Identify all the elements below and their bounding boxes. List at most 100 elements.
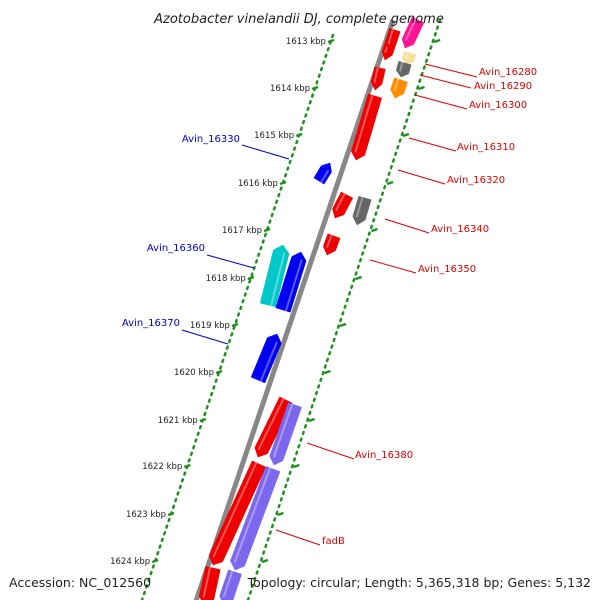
tick-mark <box>418 85 425 91</box>
reverse-leader-line <box>408 137 457 152</box>
gene-arrow-highlight <box>212 462 258 558</box>
reverse-gene-arrow[interactable] <box>402 51 417 65</box>
forward-leader-line <box>206 254 255 269</box>
accession-text: Accession: NC_012560 <box>9 575 151 590</box>
reverse-gene-label[interactable]: Avin_16320 <box>447 175 505 186</box>
gene-arrow-highlight <box>222 570 234 598</box>
tick-mark <box>151 558 159 564</box>
gene-arrow-highlight <box>398 62 404 72</box>
reverse-leader-line <box>419 74 472 89</box>
forward-gene-label[interactable]: Avin_16330 <box>182 134 240 145</box>
reverse-gene-label[interactable]: Avin_16280 <box>479 67 537 78</box>
forward-gene-arrow[interactable] <box>250 333 282 384</box>
tick-mark <box>311 85 319 91</box>
kbp-tick-label: 1621 kbp <box>158 416 198 426</box>
gene-arrow-highlight <box>257 398 285 450</box>
reverse-gene-arrow[interactable] <box>390 77 408 99</box>
kbp-tick-label: 1619 kbp <box>190 321 230 331</box>
label-leader-lines <box>181 63 478 546</box>
forward-leader-line <box>181 329 229 345</box>
reverse-gene-label[interactable]: Avin_16310 <box>457 142 515 153</box>
reverse-gene-arrow[interactable] <box>370 66 386 91</box>
gene-arrow-highlight <box>270 252 286 307</box>
tick-mark <box>308 417 315 423</box>
reverse-gene-arrow[interactable] <box>385 33 398 51</box>
tick-mark <box>215 369 223 375</box>
tick-mark <box>277 511 284 517</box>
gene-arrow-highlight <box>272 403 294 458</box>
gene-features <box>198 16 425 600</box>
reverse-gene-arrow[interactable] <box>208 460 267 566</box>
tick-mark <box>324 369 331 375</box>
reverse-leader-line <box>414 94 468 110</box>
reverse-gene-arrow[interactable] <box>351 93 383 161</box>
tick-mark <box>261 558 269 564</box>
forward-gene-arrow[interactable] <box>313 162 332 185</box>
reverse-leader-line <box>384 218 430 234</box>
forward-gene-arrow[interactable] <box>259 244 290 308</box>
forward-gene-label[interactable]: Avin_16370 <box>122 318 180 329</box>
reverse-gene-arrow[interactable] <box>352 195 372 226</box>
forward-leader-line <box>241 144 290 160</box>
tick-mark <box>386 180 394 186</box>
reverse-gene-label[interactable]: Avin_16350 <box>418 264 476 275</box>
kbp-tick-label: 1617 kbp <box>222 226 262 236</box>
kbp-tick-label: 1624 kbp <box>110 557 150 567</box>
tick-mark <box>339 322 347 328</box>
tick-mark <box>327 38 335 44</box>
tick-mark <box>263 227 271 233</box>
gene-arrow-highlight <box>404 18 417 41</box>
forward-gene-label[interactable]: Avin_16360 <box>147 243 205 254</box>
tick-mark <box>167 511 175 517</box>
gene-arrow-highlight <box>284 259 303 312</box>
reverse-gene-arrow[interactable] <box>395 60 412 78</box>
kbp-tick-label: 1620 kbp <box>174 368 214 378</box>
reverse-gene-label[interactable]: Avin_16380 <box>355 450 413 461</box>
inner-dotted-line <box>246 18 442 600</box>
gene-arrow-highlight <box>326 234 333 248</box>
map-title: Azotobacter vinelandii DJ, complete geno… <box>153 12 444 27</box>
reverse-gene-label[interactable]: Avin_16300 <box>469 100 527 111</box>
tick-mark <box>355 275 362 281</box>
kbp-tick-label: 1618 kbp <box>206 274 246 284</box>
reverse-gene-arrow[interactable] <box>198 566 221 600</box>
kbp-tick-label: 1623 kbp <box>126 510 166 520</box>
kbp-tick-marks: 1613 kbp 1614 kbp 1615 kbp 1616 kbp 1617 kbp… <box>110 37 441 567</box>
reverse-gene-label[interactable]: fadB <box>322 536 345 547</box>
reverse-gene-label[interactable]: Avin_16340 <box>431 224 489 235</box>
outer-dotted-line <box>140 33 335 600</box>
gene-labels: Avin_16330 Avin_16360 Avin_16370 Avin_16280… <box>122 67 537 547</box>
gene-arrow-highlight <box>233 467 272 563</box>
forward-gene-arrow[interactable] <box>275 251 307 313</box>
tick-mark <box>295 132 303 138</box>
kbp-tick-label: 1622 kbp <box>142 462 182 472</box>
kbp-tick-label: 1616 kbp <box>238 179 278 189</box>
tick-mark <box>371 227 378 233</box>
reverse-gene-arrow[interactable] <box>332 191 354 219</box>
reverse-gene-arrow[interactable] <box>230 466 281 571</box>
gene-arrow-highlight <box>355 196 364 218</box>
reverse-gene-label[interactable]: Avin_16290 <box>474 81 532 92</box>
tick-mark <box>292 463 300 469</box>
tick-mark <box>402 132 410 138</box>
gene-arrow-highlight <box>387 34 393 45</box>
gene-arrow-highlight <box>202 567 212 598</box>
reverse-leader-line <box>275 529 321 546</box>
reverse-gene-arrow[interactable] <box>219 569 242 600</box>
dotted-guide-lines <box>140 18 442 600</box>
reverse-gene-arrow[interactable] <box>323 233 341 256</box>
reverse-leader-line <box>424 63 478 78</box>
reverse-leader-line <box>306 442 355 460</box>
genome-backbone <box>193 19 396 600</box>
tick-mark <box>247 275 255 281</box>
kbp-tick-label: 1613 kbp <box>286 37 326 47</box>
reverse-gene-arrow[interactable] <box>269 402 302 466</box>
reverse-gene-arrow[interactable] <box>254 396 293 458</box>
tick-mark <box>183 463 191 469</box>
kbp-tick-label: 1614 kbp <box>270 84 310 94</box>
gene-arrow-highlight <box>393 78 400 92</box>
gene-arrow-highlight <box>404 52 409 60</box>
tick-mark <box>231 322 239 328</box>
reverse-gene-arrow[interactable] <box>401 16 425 49</box>
